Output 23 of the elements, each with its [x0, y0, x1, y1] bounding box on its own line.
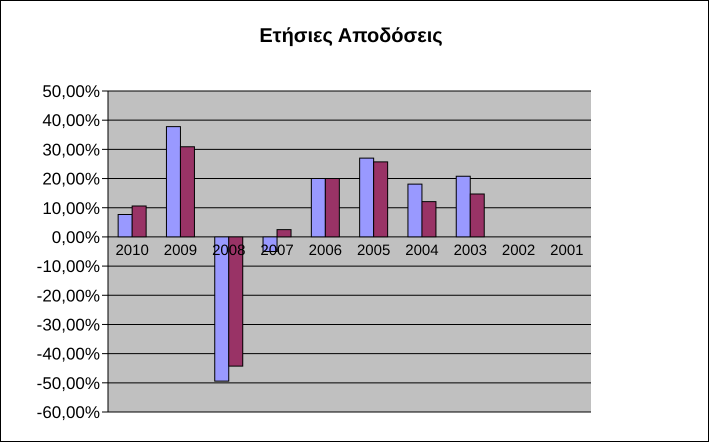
y-tick-label: -60,00% — [36, 403, 100, 422]
y-tick-label: -40,00% — [36, 344, 100, 364]
x-tick-label: 2010 — [115, 242, 149, 259]
chart-title: Ετήσιες Αποδόσεις — [258, 25, 444, 48]
x-tick-label: 2006 — [308, 242, 342, 259]
x-tick-label: 2005 — [356, 242, 390, 259]
y-tick-label: 40,00% — [42, 111, 100, 130]
x-tick-label: 2008 — [212, 242, 246, 259]
y-tick-label: -30,00% — [36, 315, 100, 334]
y-tick-label: 50,00% — [42, 82, 100, 102]
y-tick-label: -10,00% — [36, 257, 100, 276]
y-tick-label: -20,00% — [36, 286, 100, 306]
y-tick-label: 20,00% — [42, 170, 100, 189]
y-tick-label: 0,00% — [52, 228, 100, 247]
y-tick-label: 30,00% — [42, 140, 100, 160]
x-tick-label: 2004 — [405, 242, 439, 259]
x-tick-label: 2002 — [502, 242, 536, 259]
x-tick-label: 2001 — [550, 242, 584, 259]
y-tick-label: -50,00% — [36, 374, 100, 393]
x-tick-label: 2009 — [164, 242, 198, 259]
y-tick-label: 10,00% — [42, 198, 100, 218]
x-tick-label: 2007 — [260, 242, 294, 259]
x-tick-label: 2003 — [454, 242, 487, 259]
